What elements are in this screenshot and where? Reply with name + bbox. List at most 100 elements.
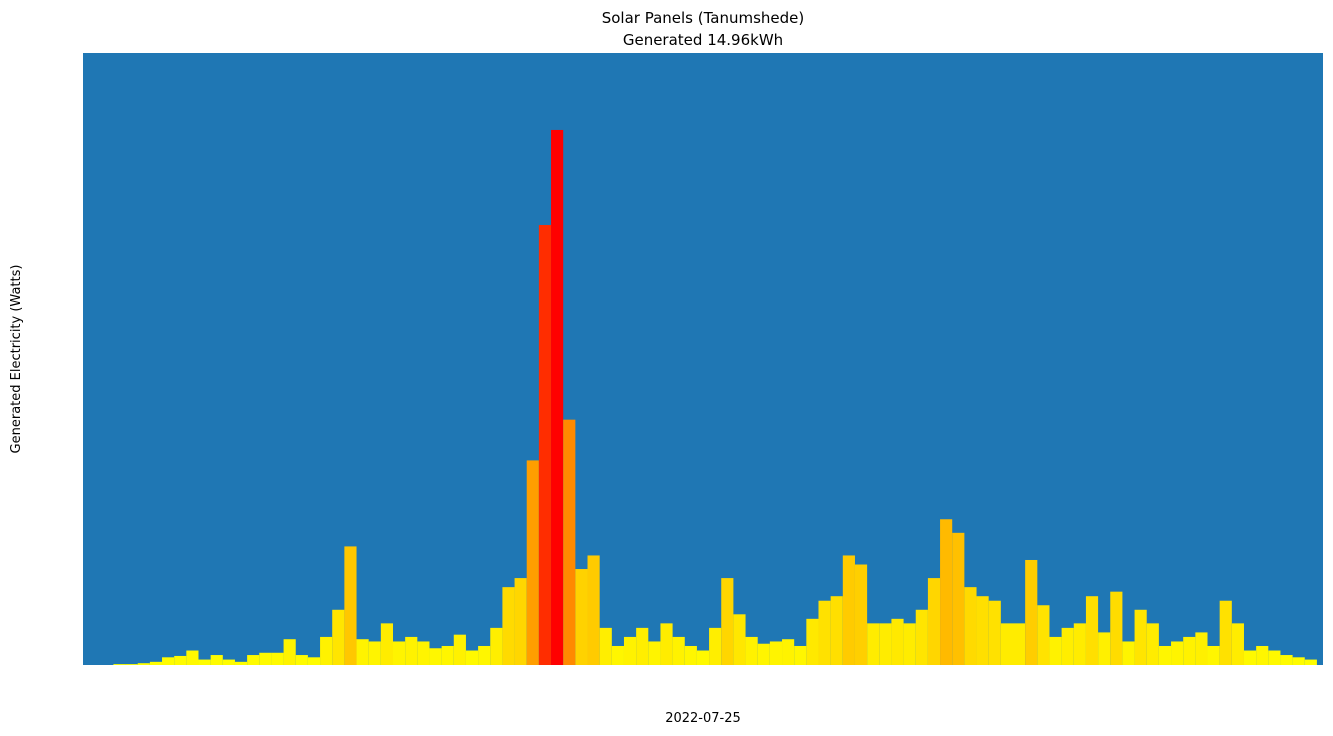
- bar: [380, 623, 393, 665]
- x-axis-label: 2022-07-25: [665, 711, 741, 726]
- bar: [794, 645, 807, 665]
- bar: [222, 659, 235, 665]
- bar: [405, 636, 418, 665]
- bar: [927, 578, 941, 665]
- bar: [1110, 591, 1123, 665]
- bar: [1025, 559, 1038, 665]
- bar: [149, 661, 163, 665]
- bar: [721, 578, 734, 665]
- bar: [696, 650, 710, 665]
- bar: [672, 636, 685, 665]
- bar: [599, 627, 612, 665]
- bar: [429, 648, 442, 665]
- bar: [1013, 623, 1026, 665]
- bar: [879, 623, 892, 665]
- bar: [1231, 623, 1244, 665]
- bar: [526, 460, 539, 665]
- bar: [125, 664, 138, 665]
- bar: [1158, 645, 1172, 665]
- bar: [660, 623, 673, 665]
- bar: [441, 645, 454, 665]
- bar: [320, 636, 333, 665]
- bar: [198, 659, 211, 665]
- bar: [465, 650, 479, 665]
- bar: [733, 614, 746, 665]
- bar: [1183, 636, 1196, 665]
- bar: [976, 596, 989, 665]
- bar: [1219, 600, 1232, 665]
- bar: [514, 578, 527, 665]
- bar: [393, 641, 406, 665]
- bar: [332, 609, 345, 665]
- bar: [174, 655, 187, 665]
- bar: [234, 661, 248, 665]
- bar: [891, 618, 904, 665]
- bar: [1304, 659, 1317, 665]
- bar: [915, 609, 928, 665]
- bar: [1122, 641, 1135, 665]
- bar: [1098, 632, 1111, 665]
- bar: [940, 519, 953, 665]
- bar: [538, 225, 552, 665]
- bar: [782, 639, 795, 665]
- bar: [1134, 609, 1147, 665]
- bar: [623, 636, 637, 665]
- bar: [1061, 627, 1074, 665]
- bar: [283, 639, 296, 665]
- bar: [988, 600, 1001, 665]
- bar: [1195, 632, 1208, 665]
- bar: [295, 655, 308, 665]
- bar: [611, 645, 624, 665]
- bar: [563, 419, 576, 665]
- bar: [1292, 657, 1305, 665]
- bar: [1000, 623, 1013, 665]
- bar: [551, 129, 564, 666]
- bar: [490, 627, 503, 665]
- bar: [1256, 645, 1269, 665]
- bar: [648, 641, 661, 665]
- bar: [806, 618, 819, 665]
- bar: [903, 623, 916, 665]
- bar: [1073, 623, 1086, 665]
- bar: [1049, 636, 1062, 665]
- bar: [417, 641, 430, 665]
- bar: [842, 555, 855, 665]
- bar: [587, 555, 600, 665]
- chart-title: Solar Panels (Tanumshede): [602, 9, 805, 27]
- bar: [636, 627, 649, 665]
- bar: [964, 587, 977, 665]
- y-axis-label: Generated Electricity (Watts): [9, 265, 24, 454]
- bar: [1146, 623, 1159, 665]
- bar: [210, 655, 223, 665]
- bar: [1085, 596, 1099, 665]
- chart-subtitle: Generated 14.96kWh: [623, 31, 783, 49]
- bar: [271, 652, 284, 665]
- bar: [854, 564, 868, 665]
- bar: [830, 596, 843, 665]
- bar: [368, 641, 381, 665]
- bar: [478, 645, 491, 665]
- bar: [247, 655, 260, 665]
- bar: [162, 657, 175, 665]
- plot-area: [83, 53, 1323, 665]
- bar: [453, 634, 466, 665]
- bar: [1171, 641, 1184, 665]
- bar: [502, 587, 515, 665]
- bar: [1243, 650, 1257, 665]
- bar: [259, 652, 272, 665]
- bar: [356, 639, 369, 665]
- bar: [769, 641, 783, 665]
- bar: [745, 636, 758, 665]
- bar: [307, 657, 321, 665]
- bar: [344, 546, 357, 665]
- bar: [1280, 655, 1293, 665]
- bar: [137, 663, 150, 665]
- bar: [575, 569, 588, 665]
- bar: [757, 643, 770, 665]
- bar: [1268, 650, 1281, 665]
- bar: [1037, 605, 1050, 665]
- bar: [113, 664, 126, 665]
- bar: [867, 623, 880, 665]
